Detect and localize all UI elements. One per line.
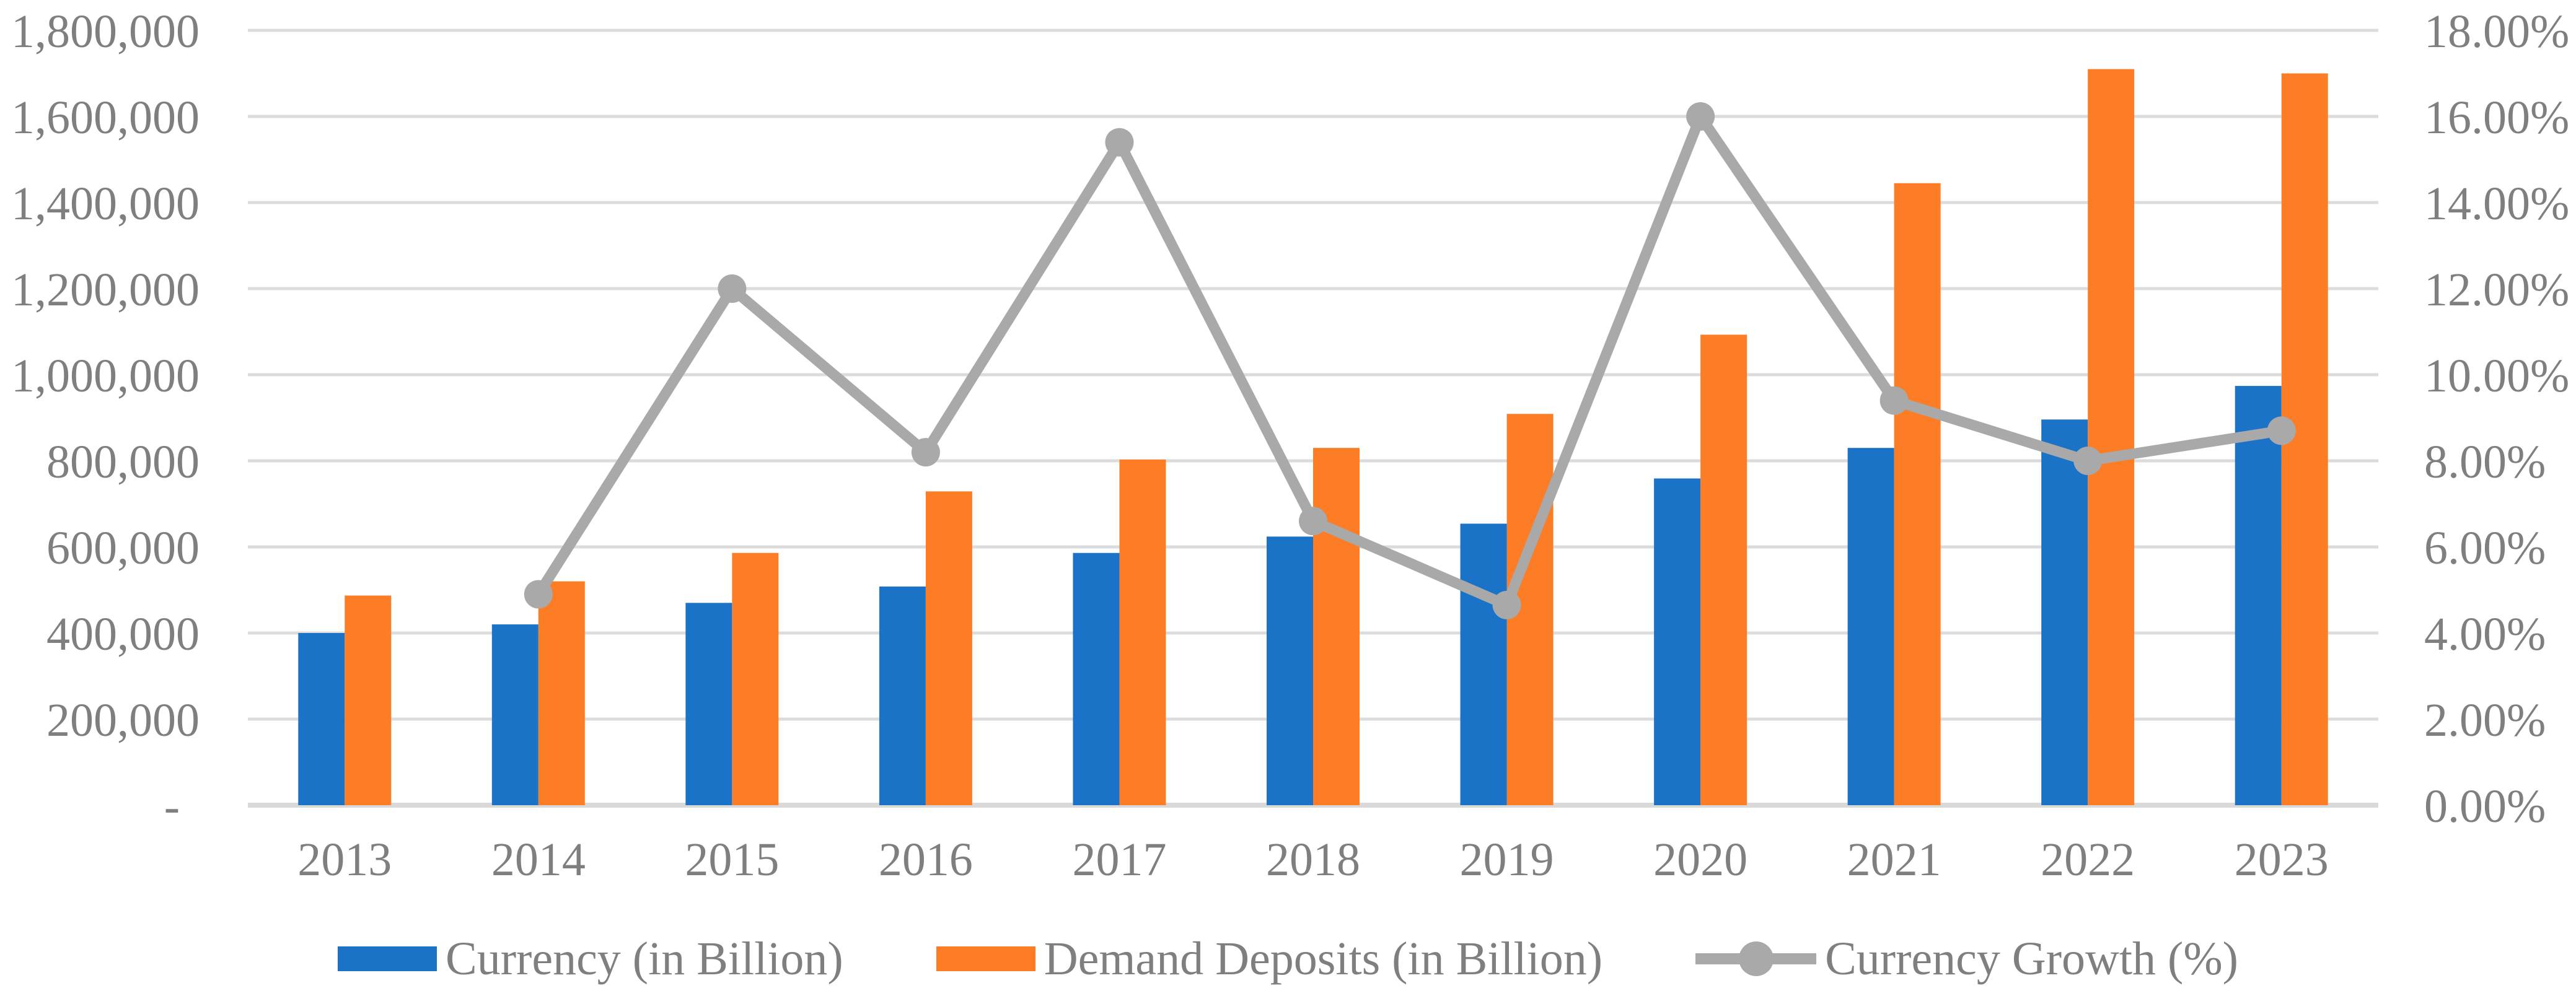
legend-item-currency-growth: Currency Growth (%) <box>1695 935 2238 982</box>
x-axis-label-2017: 2017 <box>1072 834 1166 886</box>
bar-demand-deposits-2020 <box>1700 334 1747 805</box>
bar-currency-2013 <box>298 633 345 805</box>
bar-currency-2016 <box>879 586 926 805</box>
legend-item-currency: Currency (in Billion) <box>338 935 843 982</box>
growth-marker-2014 <box>524 580 553 609</box>
growth-line <box>533 111 2287 611</box>
bar-demand-deposits-2015 <box>732 552 779 805</box>
legend-swatch-currency-icon <box>338 946 437 971</box>
bar-currency-2021 <box>1847 448 1894 805</box>
x-axis-label-2013: 2013 <box>297 834 392 886</box>
x-axis-label-2018: 2018 <box>1266 834 1360 886</box>
x-axis-label-2022: 2022 <box>2041 834 2135 886</box>
bar-currency-2018 <box>1267 536 1313 805</box>
x-axis-label-2021: 2021 <box>1847 834 1941 886</box>
bar-currency-2022 <box>2041 419 2088 805</box>
y-axis-right-label: 8.00% <box>2424 436 2546 488</box>
legend-line-marker-icon <box>1695 941 1817 977</box>
growth-marker-2016 <box>911 438 940 467</box>
legend-label-currency-growth: Currency Growth (%) <box>1825 933 2238 985</box>
y-axis-left-label: 1,400,000 <box>11 178 200 230</box>
y-axis-left-label: 400,000 <box>46 608 200 660</box>
y-axis-left-label: 1,200,000 <box>11 264 200 316</box>
y-axis-right-label: 6.00% <box>2424 522 2546 574</box>
y-axis-right-label: 2.00% <box>2424 694 2546 746</box>
y-axis-right-label: 14.00% <box>2424 178 2569 230</box>
y-axis-right-label: 18.00% <box>2424 6 2569 58</box>
x-axis-label-2019: 2019 <box>1460 834 1554 886</box>
bar-currency-2020 <box>1654 478 1701 805</box>
growth-marker-2019 <box>1492 590 1521 619</box>
y-axis-left-label: 1,600,000 <box>11 92 200 144</box>
bar-demand-deposits-2016 <box>925 491 972 805</box>
bar-currency-2015 <box>685 603 732 805</box>
growth-marker-2018 <box>1299 507 1327 536</box>
legend-label-demand-deposits: Demand Deposits (in Billion) <box>1044 933 1603 985</box>
bar-demand-deposits-2018 <box>1313 448 1360 805</box>
y-axis-right-label: 12.00% <box>2424 264 2569 316</box>
growth-marker-2021 <box>1879 386 1909 415</box>
bar-demand-deposits-2022 <box>2088 69 2135 805</box>
bar-demand-deposits-2014 <box>538 581 585 805</box>
y-axis-right-label: 4.00% <box>2424 608 2546 660</box>
legend-label-currency: Currency (in Billion) <box>446 933 843 985</box>
y-axis-left-label: 800,000 <box>46 436 200 488</box>
y-axis-left-label: - <box>164 780 180 832</box>
legend: Currency (in Billion) Demand Deposits (i… <box>0 931 2576 987</box>
legend-swatch-demand-deposits-icon <box>936 946 1035 971</box>
growth-marker-2022 <box>2073 447 2103 475</box>
x-axis-label-2016: 2016 <box>879 834 973 886</box>
bar-currency-2014 <box>491 624 538 805</box>
growth-marker-2020 <box>1686 102 1715 131</box>
y-axis-left-label: 200,000 <box>46 694 200 746</box>
growth-marker-2017 <box>1105 128 1134 157</box>
bar-currency-2017 <box>1073 552 1120 805</box>
bar-demand-deposits-2021 <box>1894 183 1941 806</box>
y-axis-right-label: 16.00% <box>2424 92 2569 144</box>
growth-marker-2023 <box>2267 416 2296 445</box>
x-axis-label-2020: 2020 <box>1653 834 1747 886</box>
bar-demand-deposits-2013 <box>345 595 392 805</box>
growth-marker-2015 <box>718 274 747 303</box>
bar-currency-2019 <box>1460 523 1507 805</box>
bar-currency-2023 <box>2235 386 2282 805</box>
y-axis-left-label: 1,800,000 <box>11 6 200 58</box>
y-axis-left-label: 600,000 <box>46 522 200 574</box>
bar-demand-deposits-2017 <box>1119 459 1166 805</box>
x-axis-label-2023: 2023 <box>2235 834 2329 886</box>
y-axis-right-label: 0.00% <box>2424 780 2546 832</box>
y-axis-left-label: 1,000,000 <box>11 350 200 402</box>
x-axis-label-2015: 2015 <box>685 834 779 886</box>
y-axis-right-label: 10.00% <box>2424 350 2569 402</box>
x-axis-label-2014: 2014 <box>491 834 586 886</box>
legend-item-demand-deposits: Demand Deposits (in Billion) <box>936 935 1602 982</box>
